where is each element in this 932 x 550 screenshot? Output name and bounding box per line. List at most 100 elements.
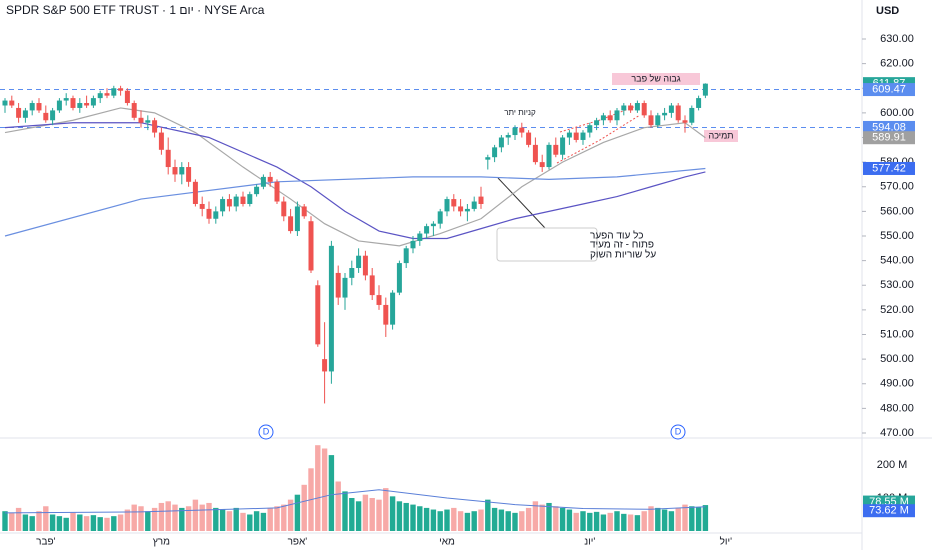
candle-body bbox=[410, 240, 416, 249]
event-label[interactable]: D bbox=[263, 426, 270, 436]
volume-bar bbox=[294, 494, 301, 531]
candle-body bbox=[56, 100, 62, 111]
y-tick-label: 560.00 bbox=[880, 205, 914, 217]
candle-body bbox=[471, 201, 477, 209]
volume-bar bbox=[253, 511, 260, 531]
candle-body bbox=[260, 176, 266, 187]
volume-bar bbox=[423, 507, 430, 531]
price-badge bbox=[863, 161, 915, 175]
event-marker[interactable] bbox=[258, 424, 274, 440]
candle-body bbox=[362, 255, 368, 276]
candle-body bbox=[485, 157, 491, 160]
candle-body bbox=[84, 103, 90, 106]
candle-body bbox=[186, 167, 192, 182]
y-tick-label: 510.00 bbox=[880, 328, 914, 340]
volume-bar bbox=[668, 511, 675, 531]
candle-body bbox=[356, 255, 362, 269]
candle-body bbox=[444, 199, 450, 212]
event-label[interactable]: D bbox=[675, 426, 682, 436]
wedge-top bbox=[559, 105, 637, 133]
overbought-note: קניות יתר bbox=[504, 108, 536, 117]
volume-bar bbox=[15, 507, 22, 531]
support-note: תמיכה bbox=[709, 130, 734, 140]
volume-bar bbox=[240, 512, 246, 531]
candle-body bbox=[118, 88, 124, 91]
candle-body bbox=[641, 103, 647, 116]
candle-body bbox=[199, 203, 205, 209]
candle-body bbox=[29, 103, 35, 111]
candle-body bbox=[451, 199, 457, 207]
candle-body bbox=[335, 272, 341, 298]
candle-body bbox=[124, 90, 130, 104]
candle-body bbox=[600, 115, 606, 121]
x-tick-label: מרץ bbox=[153, 537, 170, 548]
candle-body bbox=[655, 115, 661, 126]
candle-body bbox=[233, 196, 239, 207]
y-tick-label: 550.00 bbox=[880, 230, 914, 242]
volume-bar bbox=[342, 491, 348, 531]
y-tick-label: 630.00 bbox=[880, 33, 914, 45]
volume-bar bbox=[335, 481, 341, 531]
candle-body bbox=[492, 147, 498, 158]
volume-bar bbox=[97, 517, 103, 531]
candle-body bbox=[158, 132, 164, 150]
candle-body bbox=[390, 292, 396, 325]
volume-bar bbox=[634, 515, 641, 531]
volume-bar bbox=[83, 516, 90, 531]
volume-bar bbox=[566, 509, 573, 531]
candle-body bbox=[505, 135, 511, 138]
volume-bar bbox=[9, 512, 15, 531]
volume-bar bbox=[655, 507, 661, 531]
moving-average bbox=[4, 107, 706, 247]
candle-body bbox=[43, 112, 49, 121]
high-note: גבוה של פבר bbox=[631, 73, 680, 83]
y-tick-label: 470.00 bbox=[880, 427, 914, 439]
volume-bar bbox=[158, 502, 165, 531]
volume-bar bbox=[281, 504, 287, 531]
volume-bar bbox=[389, 496, 396, 531]
candle-body bbox=[213, 211, 219, 219]
volume-bar bbox=[22, 514, 29, 531]
candle-body bbox=[628, 105, 634, 111]
candle-body bbox=[22, 110, 28, 118]
candle-body bbox=[90, 98, 96, 106]
candle-body bbox=[308, 221, 314, 271]
moving-average bbox=[4, 167, 706, 237]
currency: USD bbox=[876, 5, 899, 17]
volume-bar bbox=[2, 511, 8, 531]
candle-body bbox=[607, 115, 613, 121]
candle-body bbox=[458, 206, 464, 212]
y-tick-label: 520.00 bbox=[880, 304, 914, 316]
volume-bar bbox=[172, 504, 178, 531]
y-tick-label: 500.00 bbox=[880, 353, 914, 365]
volume-bar bbox=[369, 498, 375, 531]
candle-body bbox=[145, 120, 151, 123]
candle-body bbox=[111, 88, 117, 96]
volume-bar bbox=[56, 516, 63, 531]
wedge-bottom bbox=[556, 114, 641, 164]
volume-tick-label: 200 M bbox=[877, 459, 908, 471]
volume-bar bbox=[117, 514, 124, 531]
candle-body bbox=[682, 120, 688, 123]
volume-bar bbox=[151, 507, 158, 531]
volume-bar bbox=[124, 509, 131, 531]
high-note-box bbox=[612, 73, 700, 85]
candle-body bbox=[349, 268, 355, 278]
y-tick-label: 480.00 bbox=[880, 402, 914, 414]
candle-body bbox=[281, 201, 287, 217]
candle-body bbox=[104, 93, 110, 96]
volume-bar bbox=[457, 511, 464, 531]
volume-bar bbox=[29, 516, 35, 531]
volume-bar bbox=[301, 484, 307, 531]
candle-body bbox=[50, 110, 56, 121]
callout-text: על שוריות השוק bbox=[590, 249, 656, 261]
candle-body bbox=[512, 127, 518, 136]
x-tick-label: אפר' bbox=[288, 537, 308, 548]
candle-body bbox=[179, 167, 185, 175]
volume-bar bbox=[675, 507, 681, 531]
volume-bar bbox=[498, 509, 505, 531]
candle-body bbox=[478, 196, 484, 204]
candle-body bbox=[587, 125, 593, 133]
event-marker[interactable] bbox=[670, 424, 686, 440]
